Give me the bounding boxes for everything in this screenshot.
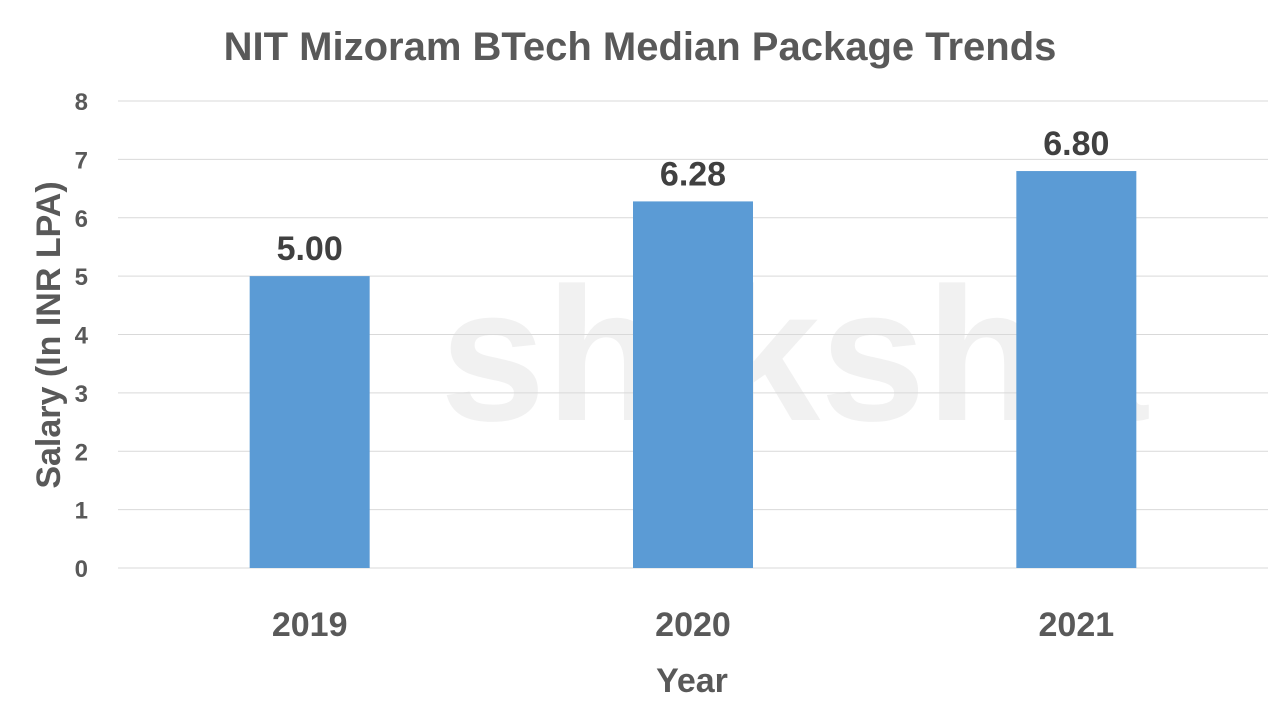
x-tick-label: 2019 bbox=[272, 606, 348, 644]
data-label-2020: 6.28 bbox=[660, 155, 726, 193]
y-axis-label: Salary (In INR LPA) bbox=[30, 181, 68, 488]
y-tick-label: 6 bbox=[75, 206, 88, 233]
x-axis-ticks: 2019 2020 2021 bbox=[272, 606, 1114, 644]
y-axis-ticks: 0 1 2 3 4 5 6 7 8 bbox=[75, 89, 89, 583]
y-tick-label: 3 bbox=[75, 381, 88, 408]
y-tick-label: 2 bbox=[75, 439, 88, 466]
data-label-2019: 5.00 bbox=[277, 230, 343, 268]
chart-title: NIT Mizoram BTech Median Package Trends bbox=[224, 25, 1057, 69]
bar-2021 bbox=[1016, 171, 1137, 569]
y-tick-label: 8 bbox=[75, 89, 88, 116]
bar-2020 bbox=[633, 201, 753, 568]
y-tick-label: 7 bbox=[75, 147, 88, 174]
y-tick-label: 0 bbox=[75, 556, 88, 583]
bars: 5.00 6.28 6.80 bbox=[249, 125, 1137, 569]
y-tick-label: 1 bbox=[75, 498, 88, 525]
y-tick-label: 4 bbox=[75, 323, 89, 350]
x-tick-label: 2020 bbox=[655, 606, 731, 644]
data-label-2021: 6.80 bbox=[1043, 125, 1109, 163]
bar-2019 bbox=[249, 276, 370, 568]
x-tick-label: 2021 bbox=[1039, 606, 1115, 644]
x-axis-label: Year bbox=[656, 662, 728, 700]
y-tick-label: 5 bbox=[75, 264, 88, 291]
